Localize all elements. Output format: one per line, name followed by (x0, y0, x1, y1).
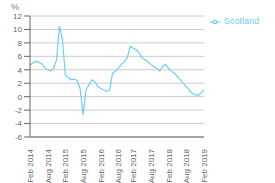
svg-text:12: 12 (13, 12, 22, 21)
svg-text:Feb 2017: Feb 2017 (129, 148, 138, 182)
svg-text:Aug 2016: Aug 2016 (114, 148, 123, 183)
html-text:Scotland: Scotland (224, 16, 259, 26)
svg-text:-4: -4 (15, 119, 23, 128)
svg-text:8: 8 (18, 39, 23, 48)
svg-text:Feb 2015: Feb 2015 (61, 148, 70, 182)
svg-text:-2: -2 (15, 106, 23, 115)
svg-text:%: % (11, 2, 19, 12)
svg-text:Aug 2017: Aug 2017 (147, 148, 156, 183)
svg-text:Aug 2015: Aug 2015 (79, 148, 88, 183)
svg-text:Feb 2019: Feb 2019 (200, 148, 209, 182)
svg-text:0: 0 (18, 93, 23, 102)
svg-text:10: 10 (13, 25, 22, 34)
svg-text:6: 6 (18, 52, 23, 61)
svg-text:Feb 2014: Feb 2014 (26, 148, 35, 182)
svg-text:Feb 2016: Feb 2016 (97, 148, 106, 182)
svg-text:4: 4 (18, 66, 23, 75)
svg-text:-6: -6 (15, 133, 23, 142)
svg-text:2: 2 (18, 79, 23, 88)
svg-text:Aug 2018: Aug 2018 (182, 148, 191, 183)
svg-text:Aug 2014: Aug 2014 (44, 148, 53, 183)
svg-text:Feb 2018: Feb 2018 (165, 148, 174, 182)
